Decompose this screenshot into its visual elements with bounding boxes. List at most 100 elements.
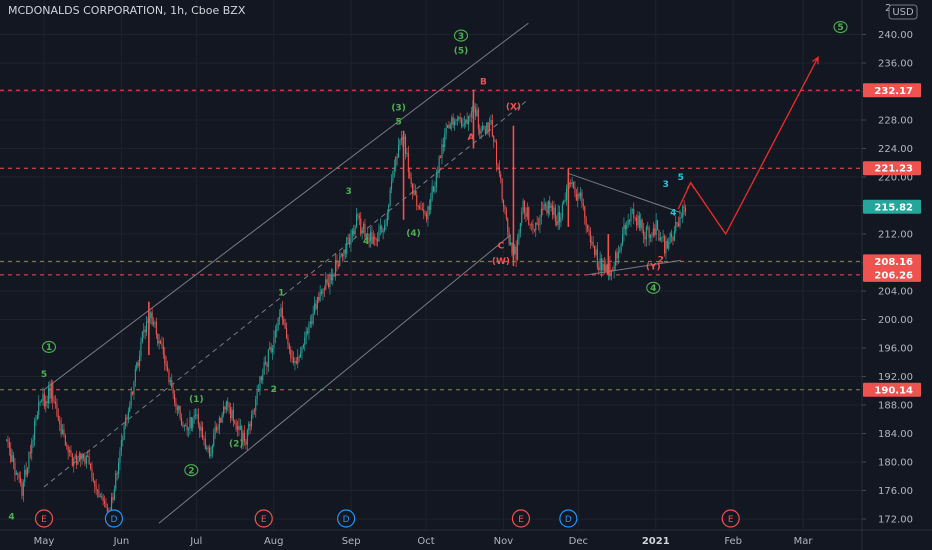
wave-label[interactable]: 5 (41, 370, 47, 380)
candle-body (292, 357, 295, 363)
wave-label[interactable]: A (468, 133, 475, 143)
wave-label[interactable]: 2 (271, 385, 277, 395)
candle-body (400, 137, 402, 140)
wave-label[interactable]: 2 (658, 256, 664, 266)
earnings-marker-text: E (41, 515, 47, 525)
candle-body (571, 181, 573, 185)
candle-body (287, 337, 289, 345)
price-level-tag[interactable] (863, 382, 921, 397)
wave-label[interactable]: 3 (346, 187, 352, 197)
time-tick-label: Mar (794, 536, 814, 547)
dividend-marker[interactable]: D (559, 509, 578, 528)
candle-body (537, 224, 540, 226)
projection-path[interactable] (677, 56, 819, 236)
wave-label[interactable]: (X) (506, 102, 521, 112)
candle-body (518, 232, 520, 240)
wave-label[interactable]: 4 (8, 513, 14, 523)
candle-body (409, 171, 411, 178)
triangle-lower-line[interactable] (588, 259, 681, 276)
earnings-marker[interactable]: E (721, 509, 740, 528)
wave-label[interactable]: 4 (670, 208, 676, 218)
wave-label[interactable]: 3 (663, 180, 669, 190)
wave-label[interactable]: (2) (229, 439, 244, 449)
candle-body (361, 229, 363, 234)
price-axis[interactable]: 172.00 176.00 180.00 184.00 188.00 192.00 196.… (861, 0, 921, 550)
wave-label-ring (453, 29, 469, 42)
candle-body (533, 229, 535, 231)
candle-body (36, 415, 38, 420)
candle-body (306, 331, 309, 334)
channel-lower-line[interactable] (158, 234, 512, 524)
candle-body (498, 166, 500, 175)
wave-label[interactable]: (W) (492, 257, 510, 267)
candle-body (474, 107, 477, 116)
candle-body (78, 453, 80, 461)
candle-body (299, 353, 302, 357)
candle-body (367, 233, 369, 239)
wave-label[interactable]: C (498, 241, 505, 251)
wave-label[interactable]: (1) (189, 395, 204, 405)
candle-body (213, 434, 215, 447)
candle-body (497, 164, 499, 167)
wave-label-circled[interactable]: 4 (646, 281, 661, 294)
candle-body (369, 231, 372, 242)
wave-label-ring (833, 20, 848, 34)
wave-label-text: 1 (46, 343, 52, 353)
candle-body (129, 405, 131, 412)
candle-body (311, 321, 313, 324)
dividend-marker[interactable]: D (104, 509, 124, 528)
wave-label[interactable]: 4 (363, 237, 369, 247)
candle-body (396, 157, 398, 159)
price-level-tag[interactable] (863, 254, 921, 269)
candle-body (5, 439, 8, 441)
wave-label[interactable]: (3) (391, 104, 406, 114)
candle-body (365, 233, 367, 238)
candle-body (504, 206, 506, 210)
wave-label-circled[interactable]: 3 (453, 29, 469, 42)
wave-label-circled[interactable]: 5 (833, 20, 848, 34)
wave-label[interactable]: (4) (406, 229, 421, 239)
candle-body (273, 336, 275, 349)
wave-label[interactable]: 5 (395, 117, 401, 127)
wave-label[interactable]: B (480, 77, 487, 87)
candle-body (507, 218, 509, 233)
wave-label[interactable]: 1 (278, 288, 284, 298)
candle-body (305, 331, 307, 338)
candle-body (187, 429, 190, 431)
candle-body (676, 222, 678, 224)
price-level-tag[interactable] (863, 83, 921, 98)
time-axis[interactable]: May Jun Jul Aug Sep Oct Nov Dec 2021 Feb Mar (0, 529, 932, 547)
channel-middle-line[interactable] (43, 98, 529, 488)
chart-header: MCDONALDS CORPORATION, 1h, Cboe BZX 2 US… (8, 3, 918, 20)
candle-body (155, 322, 157, 335)
candle-body (519, 223, 521, 233)
channel-upper-line[interactable] (43, 22, 529, 391)
earnings-marker[interactable]: E (254, 509, 273, 528)
currency-badge[interactable] (888, 4, 918, 20)
earnings-marker[interactable]: E (34, 509, 54, 528)
last-price-tag[interactable] (863, 199, 921, 214)
wave-label-circled[interactable]: 2 (184, 464, 199, 477)
wave-label-circled[interactable]: 1 (41, 340, 57, 353)
earnings-marker[interactable]: E (511, 509, 531, 528)
dividend-marker[interactable]: D (337, 509, 356, 528)
wave-label[interactable]: (5) (454, 47, 469, 57)
candle-body (425, 213, 428, 220)
price-level-tag[interactable] (863, 267, 921, 282)
candle-body (224, 406, 226, 410)
candle-body (144, 329, 146, 333)
price-level-tag[interactable] (863, 161, 921, 176)
triangle-upper-line[interactable] (568, 172, 681, 214)
wave-label[interactable]: (Y) (646, 263, 661, 273)
wave-label[interactable]: 5 (678, 173, 684, 183)
candle-body (131, 391, 134, 395)
candle-body (381, 225, 383, 233)
candle-body (602, 263, 604, 271)
candle-body (24, 469, 26, 482)
candle-body (147, 321, 149, 323)
candle-body (469, 116, 471, 118)
